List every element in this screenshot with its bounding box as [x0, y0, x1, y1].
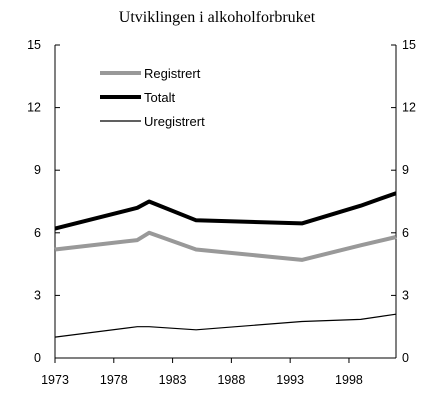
y-tick-label-left: 3 — [34, 288, 41, 302]
y-tick-label-right: 15 — [402, 38, 416, 52]
legend-label-registrert: Registrert — [144, 66, 201, 81]
y-axis-left: 0 3 6 9 12 15 — [27, 38, 60, 365]
y-tick-label-right: 12 — [402, 101, 416, 115]
plot-frame — [54, 45, 397, 359]
x-tick-label: 1998 — [335, 373, 363, 387]
y-tick-label-left: 6 — [34, 226, 41, 240]
x-tick-label: 1983 — [159, 373, 187, 387]
y-tick-label-left: 9 — [34, 163, 41, 177]
chart-title: Utviklingen i alkoholforbruket — [119, 9, 316, 26]
y-tick-label-right: 3 — [402, 288, 409, 302]
y-tick-label-left: 12 — [27, 101, 41, 115]
x-axis: 1973 1978 1983 1988 1993 1998 — [41, 358, 363, 387]
legend-label-uregistrert: Uregistrert — [144, 114, 205, 129]
y-tick-label-left: 15 — [27, 38, 41, 52]
series-line-uregistrert — [54, 313, 397, 338]
y-tick-label-right: 0 — [402, 351, 409, 365]
x-tick-label: 1978 — [100, 373, 128, 387]
legend-label-totalt: Totalt — [144, 90, 175, 105]
x-tick-label: 1993 — [276, 373, 304, 387]
series-layer — [54, 191, 397, 338]
y-tick-label-left: 0 — [34, 351, 41, 365]
legend: Registrert Totalt Uregistrert — [100, 66, 205, 129]
y-tick-label-right: 6 — [402, 226, 409, 240]
x-tick-label: 1973 — [41, 373, 69, 387]
series-line-totalt — [54, 191, 397, 231]
x-tick-label: 1988 — [217, 373, 245, 387]
y-tick-label-right: 9 — [402, 163, 409, 177]
y-axis-right: 0 3 6 9 12 15 — [391, 38, 416, 365]
series-line-registrert — [54, 230, 397, 262]
